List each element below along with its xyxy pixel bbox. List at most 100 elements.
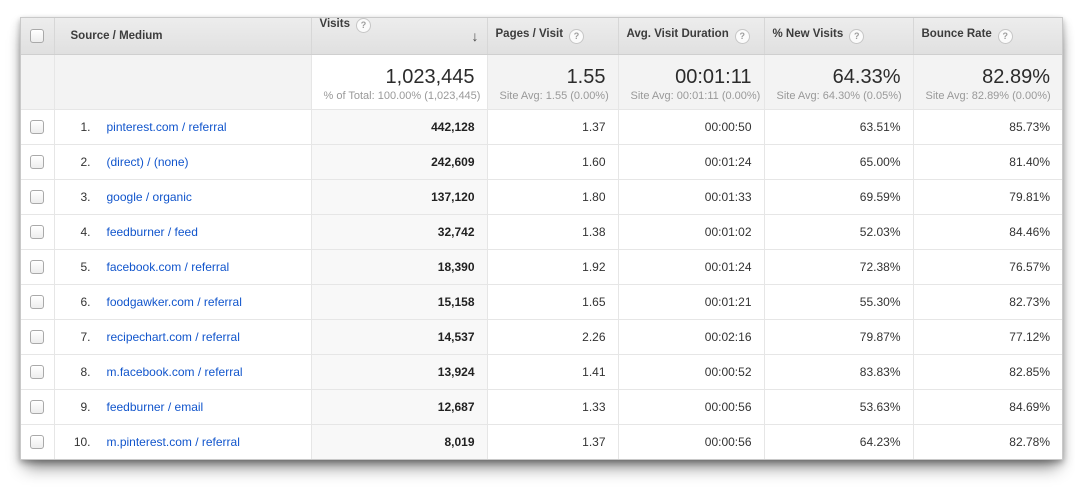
column-header-pct-new-visits[interactable]: % New Visits? — [763, 18, 913, 55]
avg-visit-duration-value-cell: 00:01:33 — [617, 179, 764, 215]
row-checkbox[interactable] — [30, 225, 45, 240]
summary-checkbox-cell — [21, 54, 54, 110]
row-number: 8. — [80, 365, 91, 379]
column-header-source-medium[interactable]: Source / Medium — [53, 18, 311, 55]
source-medium-link[interactable]: google / organic — [106, 190, 192, 204]
bounce-rate-value-cell: 82.85% — [912, 354, 1062, 390]
summary-pages-per-visit-cell: 1.55 Site Avg: 1.55 (0.00%) — [486, 54, 618, 110]
row-checkbox-cell — [21, 179, 54, 215]
pages-per-visit-value-cell: 1.33 — [486, 389, 618, 425]
avg-visit-duration-value-cell: 00:01:24 — [617, 249, 764, 285]
row-checkbox[interactable] — [30, 260, 45, 275]
pct-new-visits-value-cell: 65.00% — [763, 144, 913, 180]
avg-visit-duration-subtext: Site Avg: 00:01:11 (0.00%) — [630, 89, 761, 102]
pages-per-visit-value-cell: 1.38 — [486, 214, 618, 250]
pages-per-visit-value-cell: 1.37 — [486, 109, 618, 145]
column-header-avg-visit-duration[interactable]: Avg. Visit Duration? — [617, 18, 764, 55]
pct-new-visits-value-cell: 55.30% — [763, 284, 913, 320]
table-row: 3. google / organic 137,120 1.80 00:01:33… — [21, 179, 1062, 215]
row-number: 1. — [80, 120, 91, 134]
help-icon[interactable]: ? — [355, 18, 371, 34]
pages-per-visit-value-cell: 1.41 — [486, 354, 618, 390]
row-checkbox[interactable] — [30, 155, 45, 170]
bounce-rate-value-cell: 82.73% — [912, 284, 1062, 320]
source-medium-cell: 7. recipechart.com / referral — [53, 319, 311, 355]
pct-new-visits-value-cell: 63.51% — [763, 109, 913, 145]
source-medium-link[interactable]: pinterest.com / referral — [106, 120, 227, 134]
source-medium-link[interactable]: m.pinterest.com / referral — [106, 435, 240, 449]
avg-visit-duration-value-cell: 00:01:21 — [617, 284, 764, 320]
source-medium-link[interactable]: feedburner / feed — [106, 225, 198, 239]
pages-per-visit-value-cell: 2.26 — [486, 319, 618, 355]
bounce-rate-value-cell: 85.73% — [912, 109, 1062, 145]
avg-bounce-rate-subtext: Site Avg: 82.89% (0.00%) — [925, 89, 1051, 102]
row-checkbox[interactable] — [30, 295, 45, 310]
help-icon[interactable]: ? — [734, 28, 750, 44]
header-row: Source / Medium Visits? ↓ Pages / Visit? … — [21, 18, 1062, 55]
row-checkbox[interactable] — [30, 120, 45, 135]
pct-new-visits-value-cell: 69.59% — [763, 179, 913, 215]
row-checkbox-cell — [21, 109, 54, 145]
table-row: 4. feedburner / feed 32,742 1.38 00:01:02… — [21, 214, 1062, 250]
source-medium-link[interactable]: m.facebook.com / referral — [106, 365, 243, 379]
source-medium-cell: 1. pinterest.com / referral — [53, 109, 311, 145]
table-row: 10. m.pinterest.com / referral 8,019 1.37… — [21, 424, 1062, 459]
bounce-rate-header-label: Bounce Rate — [921, 28, 992, 41]
source-medium-link[interactable]: foodgawker.com / referral — [106, 295, 242, 309]
avg-visit-duration-value-cell: 00:01:24 — [617, 144, 764, 180]
summary-visits-cell: 1,023,445 % of Total: 100.00% (1,023,445… — [310, 54, 487, 110]
source-medium-cell: 10. m.pinterest.com / referral — [53, 424, 311, 459]
row-checkbox-cell — [21, 144, 54, 180]
column-header-pages-per-visit[interactable]: Pages / Visit? — [486, 18, 618, 55]
avg-visit-duration-value-cell: 00:00:56 — [617, 424, 764, 459]
avg-visit-duration-value: 00:01:11 — [675, 65, 752, 88]
row-checkbox[interactable] — [30, 365, 45, 380]
source-medium-link[interactable]: facebook.com / referral — [106, 260, 230, 274]
table-row: 7. recipechart.com / referral 14,537 2.26… — [21, 319, 1062, 355]
table-row: 9. feedburner / email 12,687 1.33 00:00:5… — [21, 389, 1062, 425]
avg-visit-duration-value-cell: 00:00:50 — [617, 109, 764, 145]
sort-descending-icon[interactable]: ↓ — [471, 28, 479, 44]
summary-dimension-cell — [53, 54, 311, 110]
pages-per-visit-value-cell: 1.60 — [486, 144, 618, 180]
help-icon[interactable]: ? — [849, 28, 865, 44]
row-checkbox[interactable] — [30, 190, 45, 205]
pct-new-visits-header-label: % New Visits — [772, 28, 844, 41]
help-icon[interactable]: ? — [997, 28, 1013, 44]
source-medium-link[interactable]: feedburner / email — [106, 400, 204, 414]
column-header-bounce-rate[interactable]: Bounce Rate? — [912, 18, 1062, 55]
row-checkbox[interactable] — [30, 330, 45, 345]
source-medium-cell: 5. facebook.com / referral — [53, 249, 311, 285]
pct-new-visits-value-cell: 64.23% — [763, 424, 913, 459]
pages-per-visit-value-cell: 1.80 — [486, 179, 618, 215]
visits-value-cell: 18,390 — [310, 249, 487, 285]
avg-visit-duration-value-cell: 00:00:52 — [617, 354, 764, 390]
table-row: 6. foodgawker.com / referral 15,158 1.65 … — [21, 284, 1062, 320]
column-header-visits[interactable]: Visits? ↓ — [310, 18, 487, 55]
visits-header-label: Visits — [319, 18, 350, 30]
avg-pct-new-visits-subtext: Site Avg: 64.30% (0.05%) — [776, 89, 902, 102]
bounce-rate-value-cell: 76.57% — [912, 249, 1062, 285]
source-medium-link[interactable]: recipechart.com / referral — [106, 330, 240, 344]
source-medium-cell: 4. feedburner / feed — [53, 214, 311, 250]
row-checkbox[interactable] — [30, 435, 45, 450]
row-checkbox[interactable] — [30, 400, 45, 415]
avg-visit-duration-value-cell: 00:00:56 — [617, 389, 764, 425]
visits-value-cell: 13,924 — [310, 354, 487, 390]
pct-new-visits-value-cell: 79.87% — [763, 319, 913, 355]
visits-value-cell: 14,537 — [310, 319, 487, 355]
select-all-checkbox[interactable] — [30, 29, 45, 43]
bounce-rate-value-cell: 77.12% — [912, 319, 1062, 355]
row-number: 10. — [73, 435, 91, 449]
pct-new-visits-value-cell: 72.38% — [763, 249, 913, 285]
row-number: 4. — [80, 225, 91, 239]
total-visits-value: 1,023,445 — [385, 65, 475, 88]
visits-value-cell: 15,158 — [310, 284, 487, 320]
row-number: 5. — [80, 260, 91, 274]
source-medium-link[interactable]: (direct) / (none) — [106, 155, 189, 169]
total-visits-subtext: % of Total: 100.00% (1,023,445) — [323, 89, 481, 102]
row-number: 6. — [80, 295, 91, 309]
source-medium-cell: 9. feedburner / email — [53, 389, 311, 425]
help-icon[interactable]: ? — [569, 28, 585, 44]
